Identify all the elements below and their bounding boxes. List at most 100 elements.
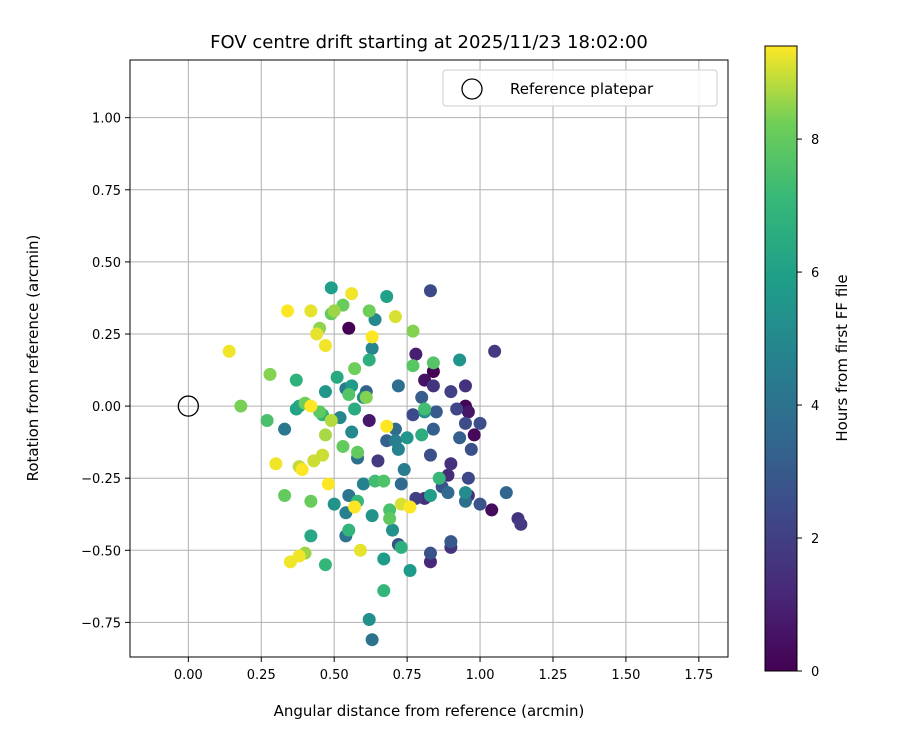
data-point: [394, 477, 408, 491]
data-point: [514, 517, 528, 531]
data-point: [415, 390, 429, 404]
x-tick-label: 0.00: [174, 668, 203, 683]
colorbar-tick-label: 6: [811, 266, 819, 281]
data-point: [450, 402, 464, 416]
data-point: [222, 344, 236, 358]
data-point: [453, 353, 467, 367]
data-point: [324, 281, 338, 295]
data-point: [278, 422, 292, 436]
data-point: [342, 321, 356, 335]
data-point: [318, 339, 332, 353]
y-tick-label: 0.00: [92, 400, 121, 415]
data-point: [278, 488, 292, 502]
data-point: [263, 367, 277, 381]
data-point: [377, 474, 391, 488]
data-point: [289, 373, 303, 387]
y-tick-label: 1.00: [92, 112, 121, 127]
data-point: [426, 422, 440, 436]
y-tick-label: −0.25: [81, 472, 121, 487]
data-point: [444, 535, 458, 549]
x-axis-title: Angular distance from reference (arcmin): [274, 702, 585, 720]
data-point: [423, 488, 437, 502]
data-point: [400, 431, 414, 445]
reference-marker: [177, 395, 199, 417]
colorbar-gradient: [764, 45, 798, 672]
data-point: [441, 486, 455, 500]
data-point: [348, 402, 362, 416]
data-point: [397, 463, 411, 477]
legend-marker-icon: [461, 78, 483, 100]
data-point: [461, 405, 475, 419]
data-point: [458, 486, 472, 500]
data-point: [342, 523, 356, 537]
x-tick-label: 1.50: [611, 668, 640, 683]
data-point: [383, 512, 397, 526]
data-point: [365, 509, 379, 523]
colorbar-tick-label: 4: [811, 399, 819, 414]
data-point: [377, 584, 391, 598]
data-point: [403, 563, 417, 577]
data-point: [327, 497, 341, 511]
data-point: [432, 471, 446, 485]
data-point: [409, 347, 423, 361]
data-point: [499, 486, 513, 500]
data-point: [391, 379, 405, 393]
data-point: [304, 494, 318, 508]
data-point: [342, 388, 356, 402]
data-point: [380, 289, 394, 303]
data-point: [415, 428, 429, 442]
data-point: [461, 471, 475, 485]
data-point: [458, 379, 472, 393]
y-tick-label: −0.75: [81, 616, 121, 631]
data-point: [330, 370, 344, 384]
data-point: [345, 425, 359, 439]
data-point: [362, 304, 376, 318]
data-point: [488, 344, 502, 358]
chart-title: FOV centre drift starting at 2025/11/23 …: [210, 32, 648, 53]
data-point: [365, 633, 379, 647]
data-point: [353, 543, 367, 557]
data-point: [336, 439, 350, 453]
data-point: [418, 402, 432, 416]
data-point: [406, 408, 420, 422]
y-tick-label: 0.75: [92, 184, 121, 199]
colorbar: 0 2 4 6 8 Hours from first FF file: [764, 45, 851, 680]
data-point: [310, 327, 324, 341]
data-point: [453, 431, 467, 445]
data-point: [365, 341, 379, 355]
colorbar-tick-label: 0: [811, 665, 819, 680]
data-point: [295, 463, 309, 477]
colorbar-tick-label: 2: [811, 532, 819, 547]
data-point: [234, 399, 248, 413]
data-point: [386, 523, 400, 537]
data-point: [318, 385, 332, 399]
data-point: [406, 324, 420, 338]
y-tick-label: 0.50: [92, 256, 121, 271]
data-point: [281, 304, 295, 318]
data-point: [426, 379, 440, 393]
data-point: [304, 304, 318, 318]
data-point: [444, 457, 458, 471]
data-point: [444, 385, 458, 399]
data-point: [423, 448, 437, 462]
data-point: [269, 457, 283, 471]
colorbar-ticks: 0 2 4 6 8: [797, 133, 819, 680]
data-point: [351, 445, 365, 459]
grid: [130, 60, 728, 657]
data-points: [222, 281, 528, 647]
x-tick-label: 1.00: [466, 668, 495, 683]
y-axis: −0.75 −0.50 −0.25 0.00 0.25 0.50 0.75 1.00: [81, 112, 130, 631]
legend: Reference platepar: [442, 69, 718, 107]
data-point: [283, 555, 297, 569]
data-point: [318, 558, 332, 572]
data-point: [324, 414, 338, 428]
x-tick-label: 1.75: [684, 668, 713, 683]
data-point: [362, 613, 376, 627]
legend-label: Reference platepar: [510, 80, 654, 98]
data-point: [423, 546, 437, 560]
data-point: [473, 416, 487, 430]
data-point: [371, 454, 385, 468]
data-point: [377, 552, 391, 566]
data-point: [304, 399, 318, 413]
